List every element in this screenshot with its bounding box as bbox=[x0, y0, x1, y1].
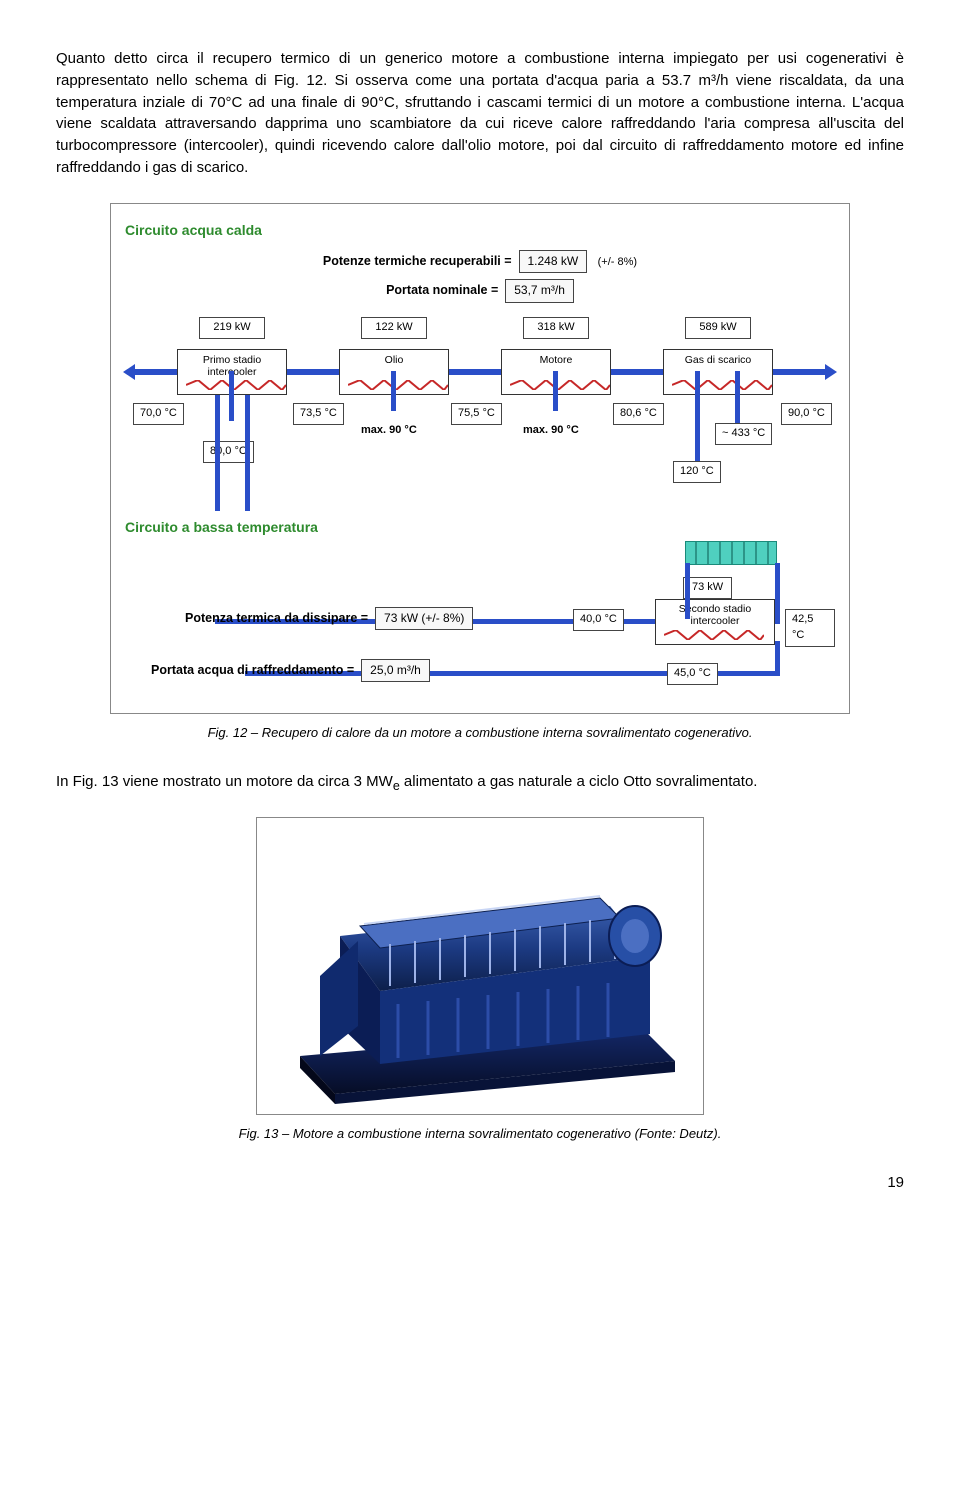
hx1-temp-in: 70,0 °C bbox=[133, 403, 184, 425]
hx3-temp-out: 80,6 °C bbox=[613, 403, 664, 425]
hot-flow: 219 kW Primo stadio intercooler 70,0 °C … bbox=[125, 311, 835, 511]
cold-hx-box: Secondo stadio intercooler bbox=[655, 599, 775, 645]
hot-circuit-title: Circuito acqua calda bbox=[125, 220, 835, 240]
hot-pot-value: 1.248 kW bbox=[519, 250, 588, 273]
cold-pot-label: Potenza termica da dissipare = bbox=[185, 611, 368, 625]
fig12-diagram: Circuito acqua calda Potenze termiche re… bbox=[110, 203, 850, 714]
cold-temp-return: 45,0 °C bbox=[667, 663, 718, 685]
para2: In Fig. 13 viene mostrato un motore da c… bbox=[56, 771, 904, 795]
cold-temp-right: 42,5 °C bbox=[785, 609, 835, 647]
hx4-below-a: ~ 433 °C bbox=[715, 423, 772, 445]
para2-sub: e bbox=[393, 779, 400, 793]
hx1-kw: 219 kW bbox=[199, 317, 265, 339]
cold-temp-left: 40,0 °C bbox=[573, 609, 624, 631]
hx2-label: Olio bbox=[385, 354, 404, 366]
fig13-photo bbox=[256, 817, 704, 1115]
cold-flow-label: Portata acqua di raffreddamento = bbox=[151, 663, 354, 677]
hx2-temp-out: 75,5 °C bbox=[451, 403, 502, 425]
para2-b: alimentato a gas naturale a ciclo Otto s… bbox=[400, 773, 758, 790]
fig13-caption: Fig. 13 – Motore a combustione interna s… bbox=[56, 1125, 904, 1144]
hot-flow-label: Portata nominale = bbox=[386, 283, 498, 297]
cold-circuit: Circuito a bassa temperatura 73 kW Secon… bbox=[125, 517, 835, 701]
hx4-kw: 589 kW bbox=[685, 317, 751, 339]
hot-pot-label: Potenze termiche recuperabili = bbox=[323, 254, 512, 268]
fig12-caption: Fig. 12 – Recupero di calore da un motor… bbox=[56, 724, 904, 743]
hx2-below: max. 90 °C bbox=[361, 423, 417, 439]
page-number: 19 bbox=[56, 1172, 904, 1194]
hx2-kw: 122 kW bbox=[361, 317, 427, 339]
cold-flow-value: 25,0 m³/h bbox=[361, 659, 430, 682]
intro-paragraph: Quanto detto circa il recupero termico d… bbox=[56, 48, 904, 179]
cold-hx-kw: 73 kW bbox=[683, 577, 732, 599]
hx4-label: Gas di scarico bbox=[685, 354, 752, 366]
hx4-below-b: 120 °C bbox=[673, 461, 721, 483]
hx4-temp-out: 90,0 °C bbox=[781, 403, 832, 425]
hot-pot-tol: (+/- 8%) bbox=[598, 256, 637, 268]
cold-pot-value: 73 kW (+/- 8%) bbox=[375, 607, 473, 630]
air-cooler-icon bbox=[685, 541, 777, 565]
cold-circuit-title: Circuito a bassa temperatura bbox=[125, 517, 835, 537]
hot-flow-value: 53,7 m³/h bbox=[505, 279, 574, 302]
hx2-temp-in: 73,5 °C bbox=[293, 403, 344, 425]
hx3-below: max. 90 °C bbox=[523, 423, 579, 439]
hx4-box: Gas di scarico bbox=[663, 349, 773, 395]
hx3-label: Motore bbox=[540, 354, 573, 366]
hx3-kw: 318 kW bbox=[523, 317, 589, 339]
para2-a: In Fig. 13 viene mostrato un motore da c… bbox=[56, 773, 393, 790]
